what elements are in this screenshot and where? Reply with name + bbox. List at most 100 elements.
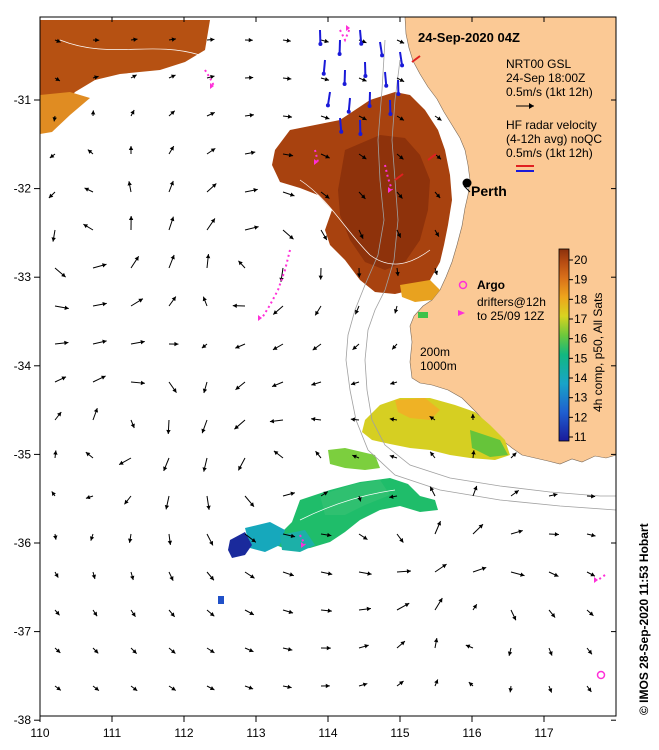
current-arrowhead [210, 218, 215, 224]
colorbar-tick-label: 20 [574, 253, 588, 267]
current-arrowhead [315, 451, 320, 456]
isobath-1000m [345, 39, 616, 511]
perth-marker [462, 178, 472, 188]
radar-legend-line3: 0.5m/s (1kt 12h) [506, 146, 593, 160]
current-arrowhead [201, 343, 207, 349]
x-tick-label: 115 [390, 726, 409, 740]
current-arrowhead [362, 116, 367, 121]
current-arrowhead [101, 375, 106, 380]
current-arrowhead [465, 644, 471, 649]
current-arrowhead [514, 490, 519, 495]
current-arrowhead [249, 75, 254, 80]
current-arrowhead [478, 524, 484, 529]
radar-arrow [326, 91, 331, 106]
current-arrowhead [364, 644, 369, 649]
radar-arrow [339, 117, 343, 132]
current-arrowhead [392, 344, 397, 350]
current-arrowhead [325, 154, 330, 159]
radar-arrowhead [358, 131, 363, 136]
current-arrowhead [520, 572, 525, 577]
radar-arrow-red [411, 55, 421, 63]
sst-green-bit [418, 312, 428, 318]
current-arrowhead [249, 574, 255, 579]
current-arrowhead [587, 649, 592, 655]
x-tick-label: 113 [246, 726, 265, 740]
current-arrowhead [433, 638, 439, 643]
current-arrowhead [434, 679, 439, 684]
current-arrowhead [206, 505, 211, 510]
drifter-head [346, 25, 350, 31]
argo-legend-line2: to 25/09 12Z [477, 309, 544, 323]
perth-leader [463, 185, 471, 193]
current-arrowhead [202, 296, 207, 302]
current-arrowhead [94, 75, 99, 80]
current-arrowhead [54, 573, 59, 578]
drifter-track [204, 69, 215, 87]
sst-orange-south [395, 398, 440, 420]
current-arrowhead [209, 540, 214, 546]
current-arrowhead [93, 611, 98, 617]
current-arrowhead [131, 612, 136, 617]
radar-arrowhead [380, 53, 385, 58]
current-arrowhead [289, 192, 295, 197]
current-arrowhead [399, 681, 404, 686]
current-arrowhead [57, 412, 62, 417]
current-arrowhead [167, 540, 173, 545]
radar-arrow [379, 41, 384, 56]
current-arrowhead [350, 417, 356, 422]
current-arrowhead [548, 688, 553, 693]
current-arrowhead [166, 429, 171, 434]
sst-north-west [40, 20, 210, 125]
x-tick-label: 117 [534, 726, 553, 740]
current-arrowhead [85, 452, 91, 457]
current-arrowhead [434, 232, 439, 237]
current-arrowhead [406, 569, 411, 574]
current-arrowhead [367, 571, 372, 576]
sst-contour-c [299, 489, 396, 521]
current-arrowhead [171, 37, 176, 42]
sst-south-orange [400, 280, 440, 302]
current-arrowhead [201, 428, 206, 434]
current-arrowhead [470, 413, 476, 418]
current-arrowhead [90, 110, 96, 115]
current-arrowhead [87, 149, 93, 154]
perth-label: Perth [471, 183, 507, 199]
plot-area [40, 17, 616, 693]
colorbar-tick-label: 12 [574, 410, 588, 424]
radar-arrow [347, 97, 351, 112]
current-arrowhead [273, 450, 279, 456]
current-arrowhead [91, 574, 96, 579]
y-ticks: -31 -32 -33 -34 -35 -36 -37 -38 [14, 93, 616, 727]
current-arrowhead [128, 145, 134, 150]
current-arrowhead [170, 110, 175, 116]
drifter-track [261, 249, 291, 319]
current-arrowhead [51, 491, 56, 496]
current-arrowhead [508, 688, 513, 693]
sst-blue-patch [228, 532, 252, 558]
radar-arrowhead [359, 41, 364, 46]
current-arrowhead [209, 686, 215, 691]
radar-arrowhead [318, 41, 323, 46]
x-tick-label: 112 [174, 726, 193, 740]
current-arrowhead [436, 154, 442, 160]
drifter-tracks [204, 25, 606, 680]
radar-arrowhead [384, 83, 389, 88]
sst-green-band-light [320, 480, 390, 515]
current-arrowhead [352, 345, 358, 350]
current-arrowhead [393, 309, 399, 314]
current-arrowhead [553, 492, 558, 498]
model-legend-line1: NRT00 GSL [506, 57, 571, 71]
drifter-track [314, 149, 319, 163]
current-arrowhead [324, 38, 329, 44]
current-arrowhead [170, 649, 176, 654]
radar-arrow-red [394, 173, 404, 181]
current-arrowhead [430, 486, 434, 492]
current-arrowhead [591, 532, 596, 538]
current-arrowhead [398, 194, 403, 199]
current-arrowhead [93, 408, 99, 413]
current-arrowhead [52, 117, 57, 122]
radar-arrowhead [388, 111, 393, 116]
current-arrowhead [56, 38, 61, 43]
current-arrowhead [435, 193, 441, 198]
